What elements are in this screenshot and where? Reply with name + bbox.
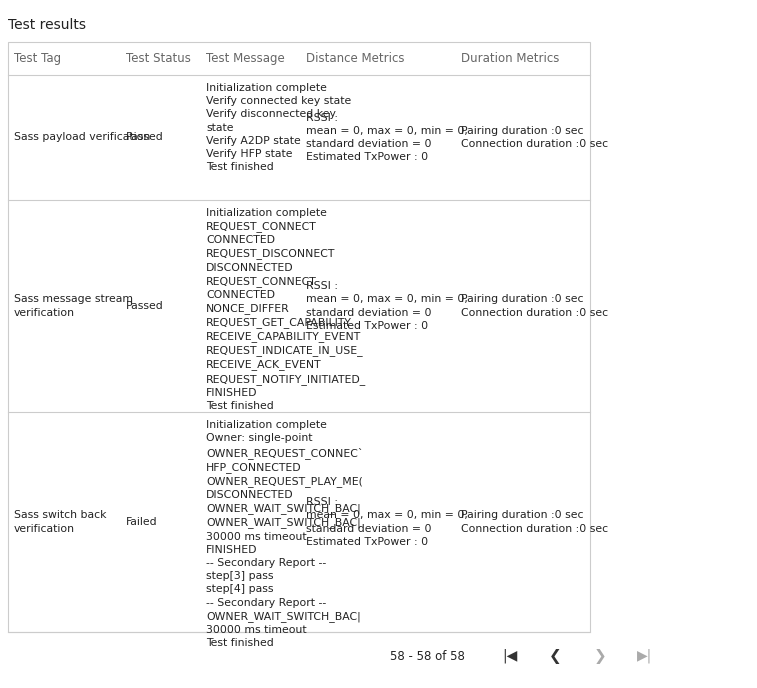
- Text: Pairing duration :0 sec
Connection duration :0 sec: Pairing duration :0 sec Connection durat…: [461, 294, 608, 318]
- Text: RSSI :
mean = 0, max = 0, min = 0,
standard deviation = 0
Estimated TxPower : 0: RSSI : mean = 0, max = 0, min = 0, stand…: [306, 497, 468, 547]
- Text: Passed: Passed: [126, 301, 164, 311]
- Text: Initialization complete
Verify connected key state
Verify disconnected key
state: Initialization complete Verify connected…: [206, 83, 351, 172]
- Text: RSSI :
mean = 0, max = 0, min = 0,
standard deviation = 0
Estimated TxPower : 0: RSSI : mean = 0, max = 0, min = 0, stand…: [306, 113, 468, 162]
- Text: Duration Metrics: Duration Metrics: [461, 52, 559, 65]
- Bar: [8, 42, 590, 632]
- Text: Test Status: Test Status: [126, 52, 191, 65]
- Text: Initialization complete
Owner: single-point
OWNER_REQUEST_CONNEC`
HFP_CONNECTED
: Initialization complete Owner: single-po…: [206, 420, 363, 648]
- Text: Test results: Test results: [8, 18, 86, 32]
- Text: Passed: Passed: [126, 133, 164, 142]
- Text: ❮: ❮: [549, 649, 562, 663]
- Text: Initialization complete
REQUEST_CONNECT
CONNECTED
REQUEST_DISCONNECT
DISCONNECTE: Initialization complete REQUEST_CONNECT …: [206, 208, 366, 411]
- Text: Distance Metrics: Distance Metrics: [306, 52, 404, 65]
- Text: ▶|: ▶|: [637, 649, 653, 663]
- Text: Sass payload verification: Sass payload verification: [14, 133, 150, 142]
- Text: Failed: Failed: [126, 517, 157, 527]
- Text: 58 - 58 of 58: 58 - 58 of 58: [390, 649, 465, 663]
- Text: Test Tag: Test Tag: [14, 52, 61, 65]
- Text: RSSI :
mean = 0, max = 0, min = 0,
standard deviation = 0
Estimated TxPower : 0: RSSI : mean = 0, max = 0, min = 0, stand…: [306, 281, 468, 331]
- Text: ❯: ❯: [593, 649, 606, 663]
- Text: |◀: |◀: [503, 649, 518, 663]
- Text: Test Message: Test Message: [206, 52, 285, 65]
- Text: Sass switch back
verification: Sass switch back verification: [14, 510, 107, 534]
- Text: Sass message stream
verification: Sass message stream verification: [14, 294, 133, 318]
- Text: Pairing duration :0 sec
Connection duration :0 sec: Pairing duration :0 sec Connection durat…: [461, 126, 608, 149]
- Text: Pairing duration :0 sec
Connection duration :0 sec: Pairing duration :0 sec Connection durat…: [461, 510, 608, 534]
